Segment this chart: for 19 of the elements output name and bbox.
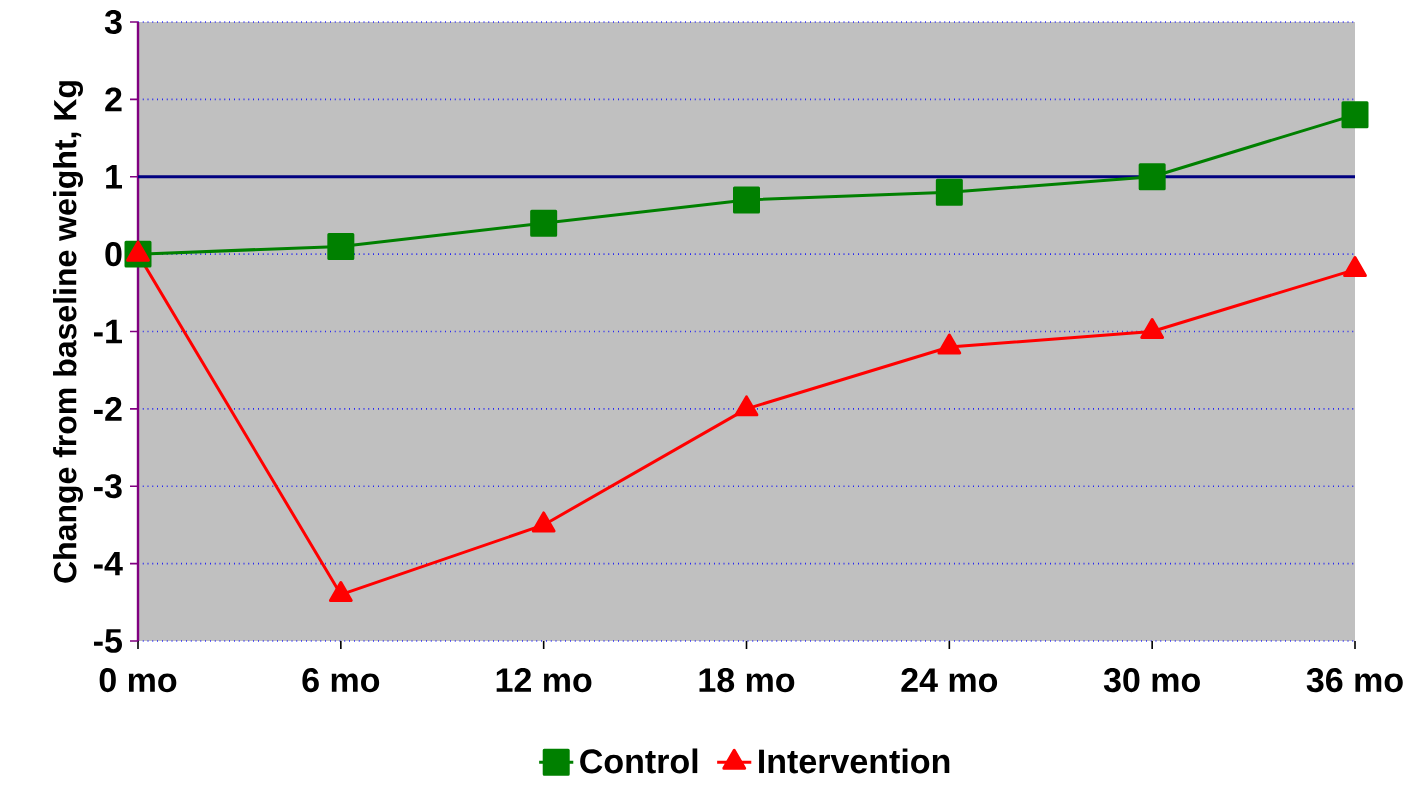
legend-label: Intervention	[759, 748, 950, 774]
y-tick-label: 1	[106, 165, 122, 189]
y-tick-label: -3	[94, 474, 122, 499]
x-tick-label: 6 mo	[302, 668, 380, 693]
x-tick-label: 12 mo	[496, 668, 592, 693]
x-tick-label: 30 mo	[1103, 668, 1200, 693]
x-tick-label: 18 mo	[699, 668, 795, 693]
legend-label: Control	[580, 748, 698, 774]
y-tick-label: 0	[105, 242, 122, 267]
y-tick-label: -4	[94, 551, 123, 576]
y-tick-label: 2	[105, 87, 122, 112]
y-axis-title: Change from baseline weight, Kg	[53, 81, 83, 583]
y-tick-label: 3	[104, 9, 122, 35]
x-tick-label: 24 mo	[901, 668, 998, 693]
x-tick-label: 36 mo	[1306, 668, 1403, 693]
y-tick-label: -2	[94, 397, 122, 421]
y-tick-label: -1	[94, 319, 122, 344]
x-tick-label: 0 mo	[99, 668, 177, 693]
y-tick-label: -5	[94, 629, 122, 653]
